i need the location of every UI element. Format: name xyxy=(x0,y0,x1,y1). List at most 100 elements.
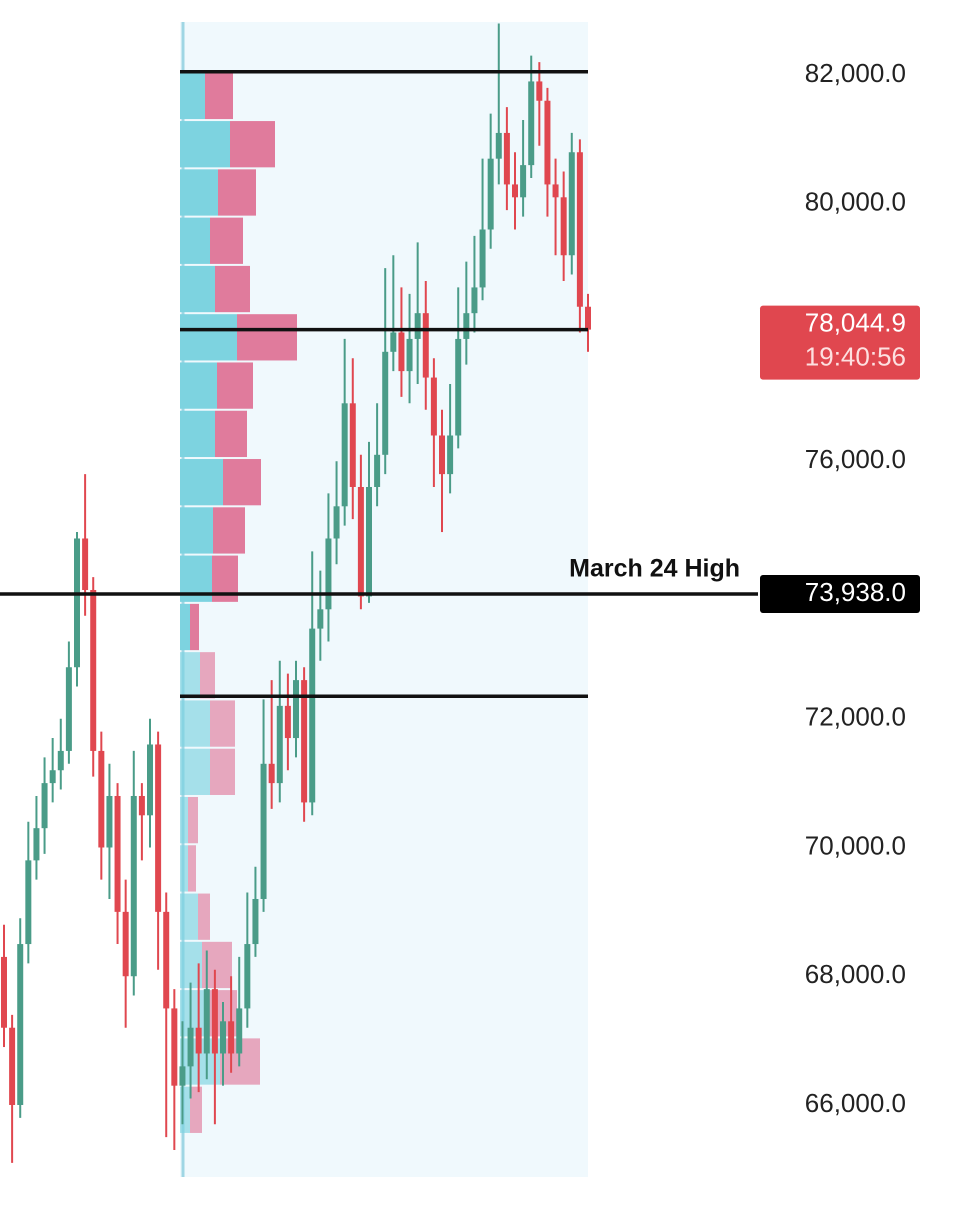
candle-body xyxy=(552,184,559,198)
profile-buy xyxy=(180,652,200,699)
candle-body xyxy=(293,680,299,739)
candle-body xyxy=(179,1066,186,1086)
y-tick-label: 70,000.0 xyxy=(805,830,906,860)
candle-body xyxy=(479,229,486,288)
y-tick-label: 76,000.0 xyxy=(805,444,906,474)
profile-sell xyxy=(210,217,243,264)
candle-body xyxy=(138,795,145,816)
candle-body xyxy=(114,795,121,912)
profile-sell xyxy=(215,265,250,313)
profile-buy xyxy=(180,507,213,554)
candle-body xyxy=(220,1021,226,1054)
candle-body xyxy=(252,898,259,945)
candle-body xyxy=(130,795,137,977)
candle-body xyxy=(228,1021,235,1054)
candle-body xyxy=(341,403,348,507)
profile-sell xyxy=(210,748,235,795)
candle-body xyxy=(9,1027,16,1105)
profile-sell xyxy=(218,169,256,216)
candle-body xyxy=(301,680,308,803)
candle-body xyxy=(236,1008,243,1054)
profile-buy xyxy=(180,362,217,409)
profile-buy xyxy=(180,314,237,361)
candle-body xyxy=(309,628,316,803)
profile-buy xyxy=(180,748,210,795)
candle-body xyxy=(544,100,551,185)
candle-body xyxy=(382,351,389,455)
profile-sell xyxy=(190,603,199,651)
candle-body xyxy=(487,158,494,230)
candle-body xyxy=(520,165,527,198)
profile-sell xyxy=(210,700,235,747)
y-tick-label: 80,000.0 xyxy=(805,187,906,217)
candle-body xyxy=(57,750,64,771)
profile-sell xyxy=(223,459,261,506)
profile-sell xyxy=(190,1086,202,1133)
candle-body xyxy=(284,705,291,739)
profile-buy xyxy=(180,603,190,651)
candle-body xyxy=(74,538,80,668)
price-tag xyxy=(760,574,920,613)
candle-body xyxy=(568,152,575,256)
candle-body xyxy=(463,313,470,339)
candle-body xyxy=(33,828,40,861)
profile-sell xyxy=(217,362,253,409)
candle-body xyxy=(187,1027,194,1067)
profile-sell xyxy=(198,893,210,940)
profile-sell xyxy=(237,314,297,361)
candle-body xyxy=(430,377,437,436)
candle-body xyxy=(260,763,267,899)
candle-body xyxy=(122,911,129,977)
candle-body xyxy=(366,486,372,597)
profile-buy xyxy=(180,1086,190,1133)
profile-buy xyxy=(180,893,198,940)
candle-body xyxy=(106,795,113,848)
profile-buy xyxy=(180,169,218,216)
candle-body xyxy=(1,956,7,1028)
profile-buy xyxy=(180,796,188,844)
profile-sell xyxy=(188,845,196,892)
candle-body xyxy=(163,911,170,1009)
price-tag-label: 78,044.9 xyxy=(805,307,906,337)
candle-body xyxy=(155,744,162,912)
y-tick-label: 82,000.0 xyxy=(805,58,906,88)
price-tag-label: 73,938.0 xyxy=(805,577,906,607)
candle-body xyxy=(414,313,421,339)
candle-body xyxy=(171,1008,178,1086)
candle-body xyxy=(244,944,251,1009)
y-tick-label: 72,000.0 xyxy=(805,702,906,732)
candle-body xyxy=(90,589,97,751)
candle-body xyxy=(576,152,583,307)
price-tag-countdown: 19:40:56 xyxy=(805,341,906,371)
candle-body xyxy=(439,435,445,475)
candle-body xyxy=(406,338,413,372)
candle-body xyxy=(422,313,429,378)
candle-body xyxy=(503,132,510,185)
candle-body xyxy=(495,132,502,159)
profile-buy xyxy=(180,265,215,313)
candle-body xyxy=(211,989,218,1054)
y-tick-label: 66,000.0 xyxy=(805,1088,906,1118)
candle-body xyxy=(147,744,153,816)
candle-body xyxy=(317,609,324,629)
candle-body xyxy=(536,81,543,101)
candle-body xyxy=(512,184,518,198)
candle-body xyxy=(268,763,275,784)
candle-body xyxy=(25,860,32,945)
profile-buy xyxy=(180,941,202,989)
candle-body xyxy=(585,306,591,330)
candle-body xyxy=(560,197,567,256)
profile-buy xyxy=(180,121,230,168)
candle-body xyxy=(528,81,535,166)
candle-body xyxy=(49,770,56,784)
profile-buy xyxy=(180,845,188,892)
profile-sell xyxy=(215,410,247,458)
candle-body xyxy=(333,506,340,539)
candle-body xyxy=(82,538,89,590)
profile-buy xyxy=(180,72,205,120)
candle-body xyxy=(276,705,283,784)
candle-body xyxy=(195,1027,202,1054)
candle-body xyxy=(98,750,105,848)
profile-buy xyxy=(180,700,210,747)
